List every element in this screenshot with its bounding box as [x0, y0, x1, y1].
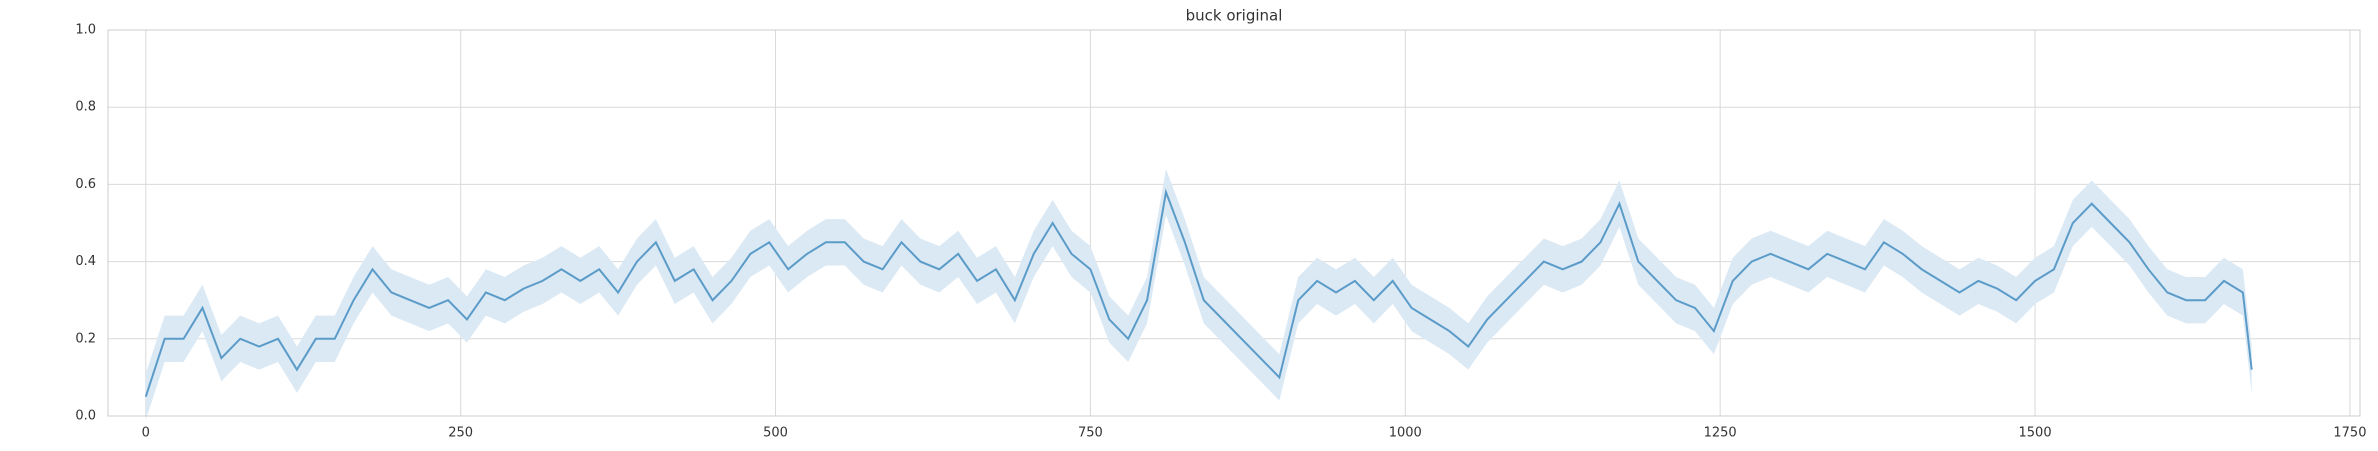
chart-title: buck original: [1186, 7, 1283, 25]
grid: [108, 29, 2360, 417]
x-tick-label: 0: [142, 426, 150, 441]
plot: [144, 168, 2253, 420]
y-tick-label: 0.4: [75, 254, 96, 269]
y-tick-label: 0.8: [75, 100, 96, 115]
x-tick-label: 250: [448, 426, 473, 441]
y-tick-label: 0.6: [75, 177, 96, 192]
x-tick-label: 1250: [1704, 426, 1737, 441]
confidence-band: [145, 168, 2252, 420]
y-tick-label: 1.0: [75, 23, 96, 38]
line: [144, 188, 2253, 398]
y-tick-label: 0.2: [75, 331, 96, 346]
y-tick-label: 0.0: [75, 409, 96, 424]
plot-frame: [107, 29, 2361, 417]
x-tick-label: 500: [763, 426, 788, 441]
x-tick-label: 1500: [2019, 426, 2052, 441]
x-tick-label: 1750: [2333, 426, 2366, 441]
x-tick-label: 750: [1078, 426, 1103, 441]
x-tick-label: 1000: [1389, 426, 1422, 441]
